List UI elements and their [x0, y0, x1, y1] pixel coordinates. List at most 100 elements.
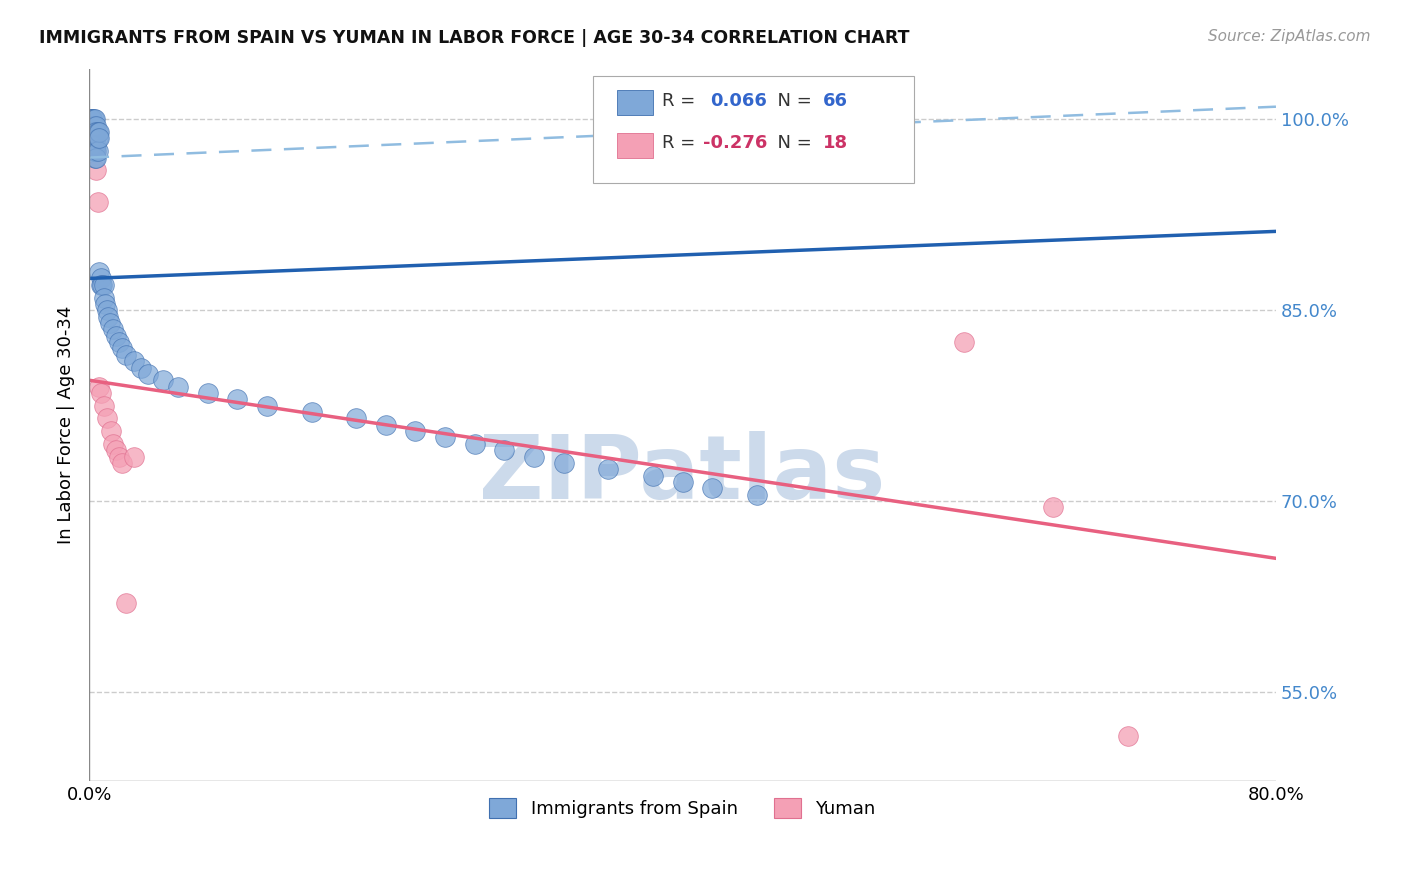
Point [90, 386, 112, 401]
Point [553, 456, 575, 470]
Text: N =: N = [766, 135, 817, 153]
Point [1042, 500, 1064, 515]
Point [434, 430, 457, 444]
Text: N =: N = [766, 92, 817, 110]
Point [344, 411, 367, 425]
Point [197, 386, 219, 401]
Text: ZIPatlas: ZIPatlas [479, 431, 886, 518]
Point [89, 125, 111, 139]
Point [83, 145, 105, 159]
Point [138, 367, 160, 381]
Point [94, 297, 117, 311]
Point [86, 119, 108, 133]
Bar [617, 133, 652, 158]
Point [301, 405, 323, 419]
FancyBboxPatch shape [593, 76, 914, 183]
Point [152, 373, 174, 387]
Point [80, 137, 103, 152]
Text: 0.066: 0.066 [710, 92, 766, 110]
Point [90, 277, 112, 292]
Point [96, 411, 118, 425]
Point [104, 328, 127, 343]
Point [86, 145, 108, 159]
Point [1116, 730, 1139, 744]
Point [87, 131, 110, 145]
Point [671, 475, 693, 489]
Point [702, 482, 724, 496]
Point [87, 195, 110, 210]
Point [79, 125, 101, 139]
Point [84, 125, 107, 139]
Point [79, 112, 101, 127]
Point [83, 125, 105, 139]
Point [86, 125, 108, 139]
Text: Source: ZipAtlas.com: Source: ZipAtlas.com [1208, 29, 1371, 44]
Point [494, 443, 516, 458]
Text: R =: R = [662, 135, 702, 153]
Point [83, 137, 105, 152]
Point [83, 125, 105, 139]
Point [93, 291, 115, 305]
Point [83, 112, 105, 127]
Point [89, 131, 111, 145]
Point [226, 392, 249, 407]
Point [953, 334, 976, 349]
Point [523, 450, 546, 464]
Point [115, 596, 138, 610]
Text: 66: 66 [823, 92, 848, 110]
Point [90, 271, 112, 285]
Point [80, 131, 103, 145]
Point [80, 112, 103, 127]
Point [598, 462, 620, 476]
Point [80, 125, 103, 139]
Point [86, 163, 108, 178]
Point [464, 437, 486, 451]
Text: -0.276: -0.276 [703, 135, 768, 153]
Text: IMMIGRANTS FROM SPAIN VS YUMAN IN LABOR FORCE | AGE 30-34 CORRELATION CHART: IMMIGRANTS FROM SPAIN VS YUMAN IN LABOR … [39, 29, 910, 46]
Point [86, 151, 108, 165]
Point [97, 310, 120, 324]
Point [104, 443, 127, 458]
Point [107, 450, 129, 464]
Point [83, 119, 105, 133]
Point [87, 125, 110, 139]
Point [641, 468, 664, 483]
Text: R =: R = [662, 92, 707, 110]
Point [374, 417, 396, 432]
Point [93, 399, 115, 413]
Point [84, 145, 107, 159]
Point [89, 265, 111, 279]
Point [89, 379, 111, 393]
Point [91, 277, 114, 292]
Point [93, 277, 115, 292]
Bar [617, 90, 652, 115]
Point [101, 437, 124, 451]
Point [101, 322, 124, 336]
Point [98, 316, 121, 330]
Point [86, 137, 108, 152]
Point [745, 488, 768, 502]
Point [111, 456, 134, 470]
Text: 18: 18 [823, 135, 848, 153]
Point [100, 424, 122, 438]
Point [115, 348, 138, 362]
Point [256, 399, 278, 413]
Point [107, 334, 129, 349]
Y-axis label: In Labor Force | Age 30-34: In Labor Force | Age 30-34 [58, 306, 75, 544]
Point [167, 379, 190, 393]
Point [122, 354, 145, 368]
Point [83, 131, 105, 145]
Point [96, 303, 118, 318]
Point [84, 151, 107, 165]
Point [404, 424, 426, 438]
Point [87, 145, 110, 159]
Point [84, 145, 107, 159]
Point [111, 342, 134, 356]
Point [79, 112, 101, 127]
Point [129, 360, 152, 375]
Point [80, 112, 103, 127]
Legend: Immigrants from Spain, Yuman: Immigrants from Spain, Yuman [482, 791, 883, 825]
Point [84, 131, 107, 145]
Point [84, 112, 107, 127]
Point [122, 450, 145, 464]
